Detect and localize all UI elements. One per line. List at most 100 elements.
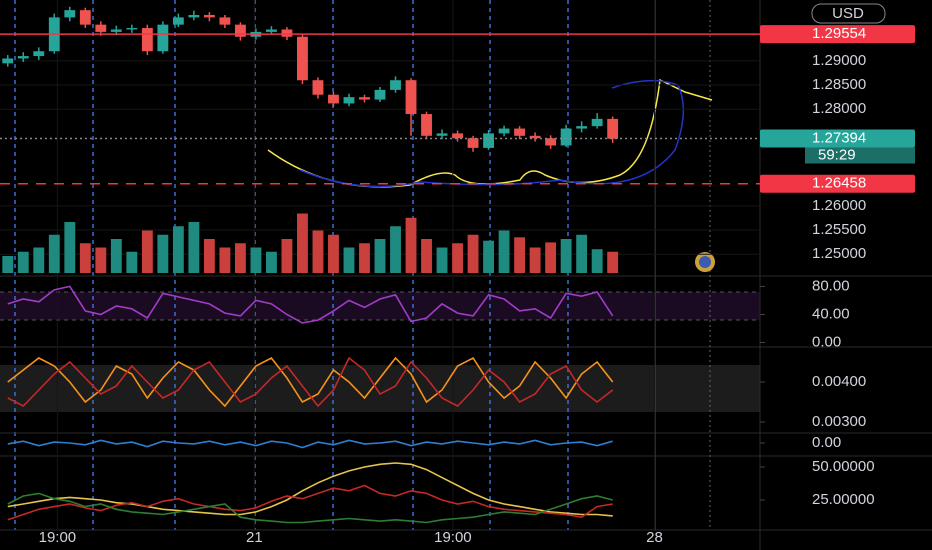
candle-body [576,126,588,129]
y-tick-label: 80.00 [812,277,850,294]
indicator-line [7,484,613,521]
candle-body [328,94,339,104]
candle-body [467,138,479,148]
candle-body [545,138,557,146]
candle-body [390,80,401,90]
volume-bar [95,247,107,273]
candle-body [234,24,246,37]
candle-body [374,89,386,100]
candle-body [483,133,494,148]
candle-body [452,133,463,139]
candle-body [79,10,91,25]
volume-bar [234,243,246,273]
volume-bar [436,247,448,273]
y-tick-label: 0.00400 [812,373,866,390]
y-tick-label: 0.00300 [812,413,866,430]
volume-bar [110,239,122,273]
volume-bar [545,242,557,273]
y-tick-label: 1.28000 [812,100,866,117]
rsi-levels [0,291,760,321]
volume-bar [48,234,60,273]
candle-body [172,17,184,25]
price-label-box [760,174,915,193]
y-tick-label: 1.29000 [812,52,866,69]
price-label: 1.27394 [812,129,866,146]
countdown-box [805,147,915,164]
event-icon [699,256,711,268]
volume-bar [33,247,45,273]
y-tick-label: 1.28500 [812,76,866,93]
indicator-line [7,492,613,524]
indicator-line [7,356,614,408]
candle-body [359,97,370,100]
candle-body [607,118,619,139]
volume-bar [126,251,138,273]
volume-bar [188,222,200,273]
volume-bar [17,251,29,273]
candle-body [203,14,215,18]
volume-bar [498,230,510,273]
volume-bar [79,243,91,273]
volume-bar [157,234,169,273]
candle-body [219,17,231,25]
band [0,365,760,412]
volume-bar [141,230,153,273]
volume-bar [576,234,588,273]
volume-bar [281,239,293,273]
candle-body [17,56,29,59]
volume-bar [374,239,386,273]
currency-label: USD [832,5,864,22]
y-tick-label: 25.00000 [812,491,875,508]
volume-bar [250,247,262,273]
price-label-box [760,129,915,148]
volume-bar [421,239,432,273]
volume-bar [483,240,494,273]
candle-body [529,135,541,139]
candle-body [157,24,169,52]
volume-bar [390,226,401,273]
x-tick-label: 28 [646,529,663,546]
y-tick-label: 50.00000 [812,458,875,475]
candle-body [126,28,138,30]
volume-bar [514,237,526,273]
volume-bar [328,234,339,273]
candle-body [110,29,122,32]
candle-body [2,58,14,64]
price-label: 1.26458 [812,175,866,192]
y-tick-label: 0.00 [812,333,841,350]
candle-body [188,14,200,18]
volume-bar [297,213,308,273]
volume-bar [64,222,76,273]
y-tick-label: 40.00 [812,305,850,322]
candle-body [421,114,432,136]
candle-body [405,80,417,115]
candle-body [141,28,153,52]
candle-body [95,24,107,32]
candle-body [560,128,572,146]
x-tick-label: 21 [246,529,263,546]
candle-body [343,97,355,104]
candle-body [266,29,277,32]
indicator-line [7,439,613,449]
candle-body [297,36,308,81]
volume-bar [266,251,277,273]
volume-bar [591,249,603,273]
candle-body [64,10,76,18]
candle-body [312,80,324,95]
volume-bar [405,217,417,273]
volume-bar [359,243,370,273]
x-tick-label: 19:00 [434,529,472,546]
y-tick-label: 1.25500 [812,221,866,238]
band [0,292,760,320]
y-tick-label: 0.00 [812,434,841,451]
volume-bar [452,243,463,273]
y-tick-label: 1.26000 [812,197,866,214]
price-label: 1.29554 [812,25,866,42]
currency-button[interactable] [811,3,886,24]
candle-body [281,29,293,37]
candle-body [33,51,45,57]
volume-bar [172,226,184,273]
volume-bar [529,247,541,273]
